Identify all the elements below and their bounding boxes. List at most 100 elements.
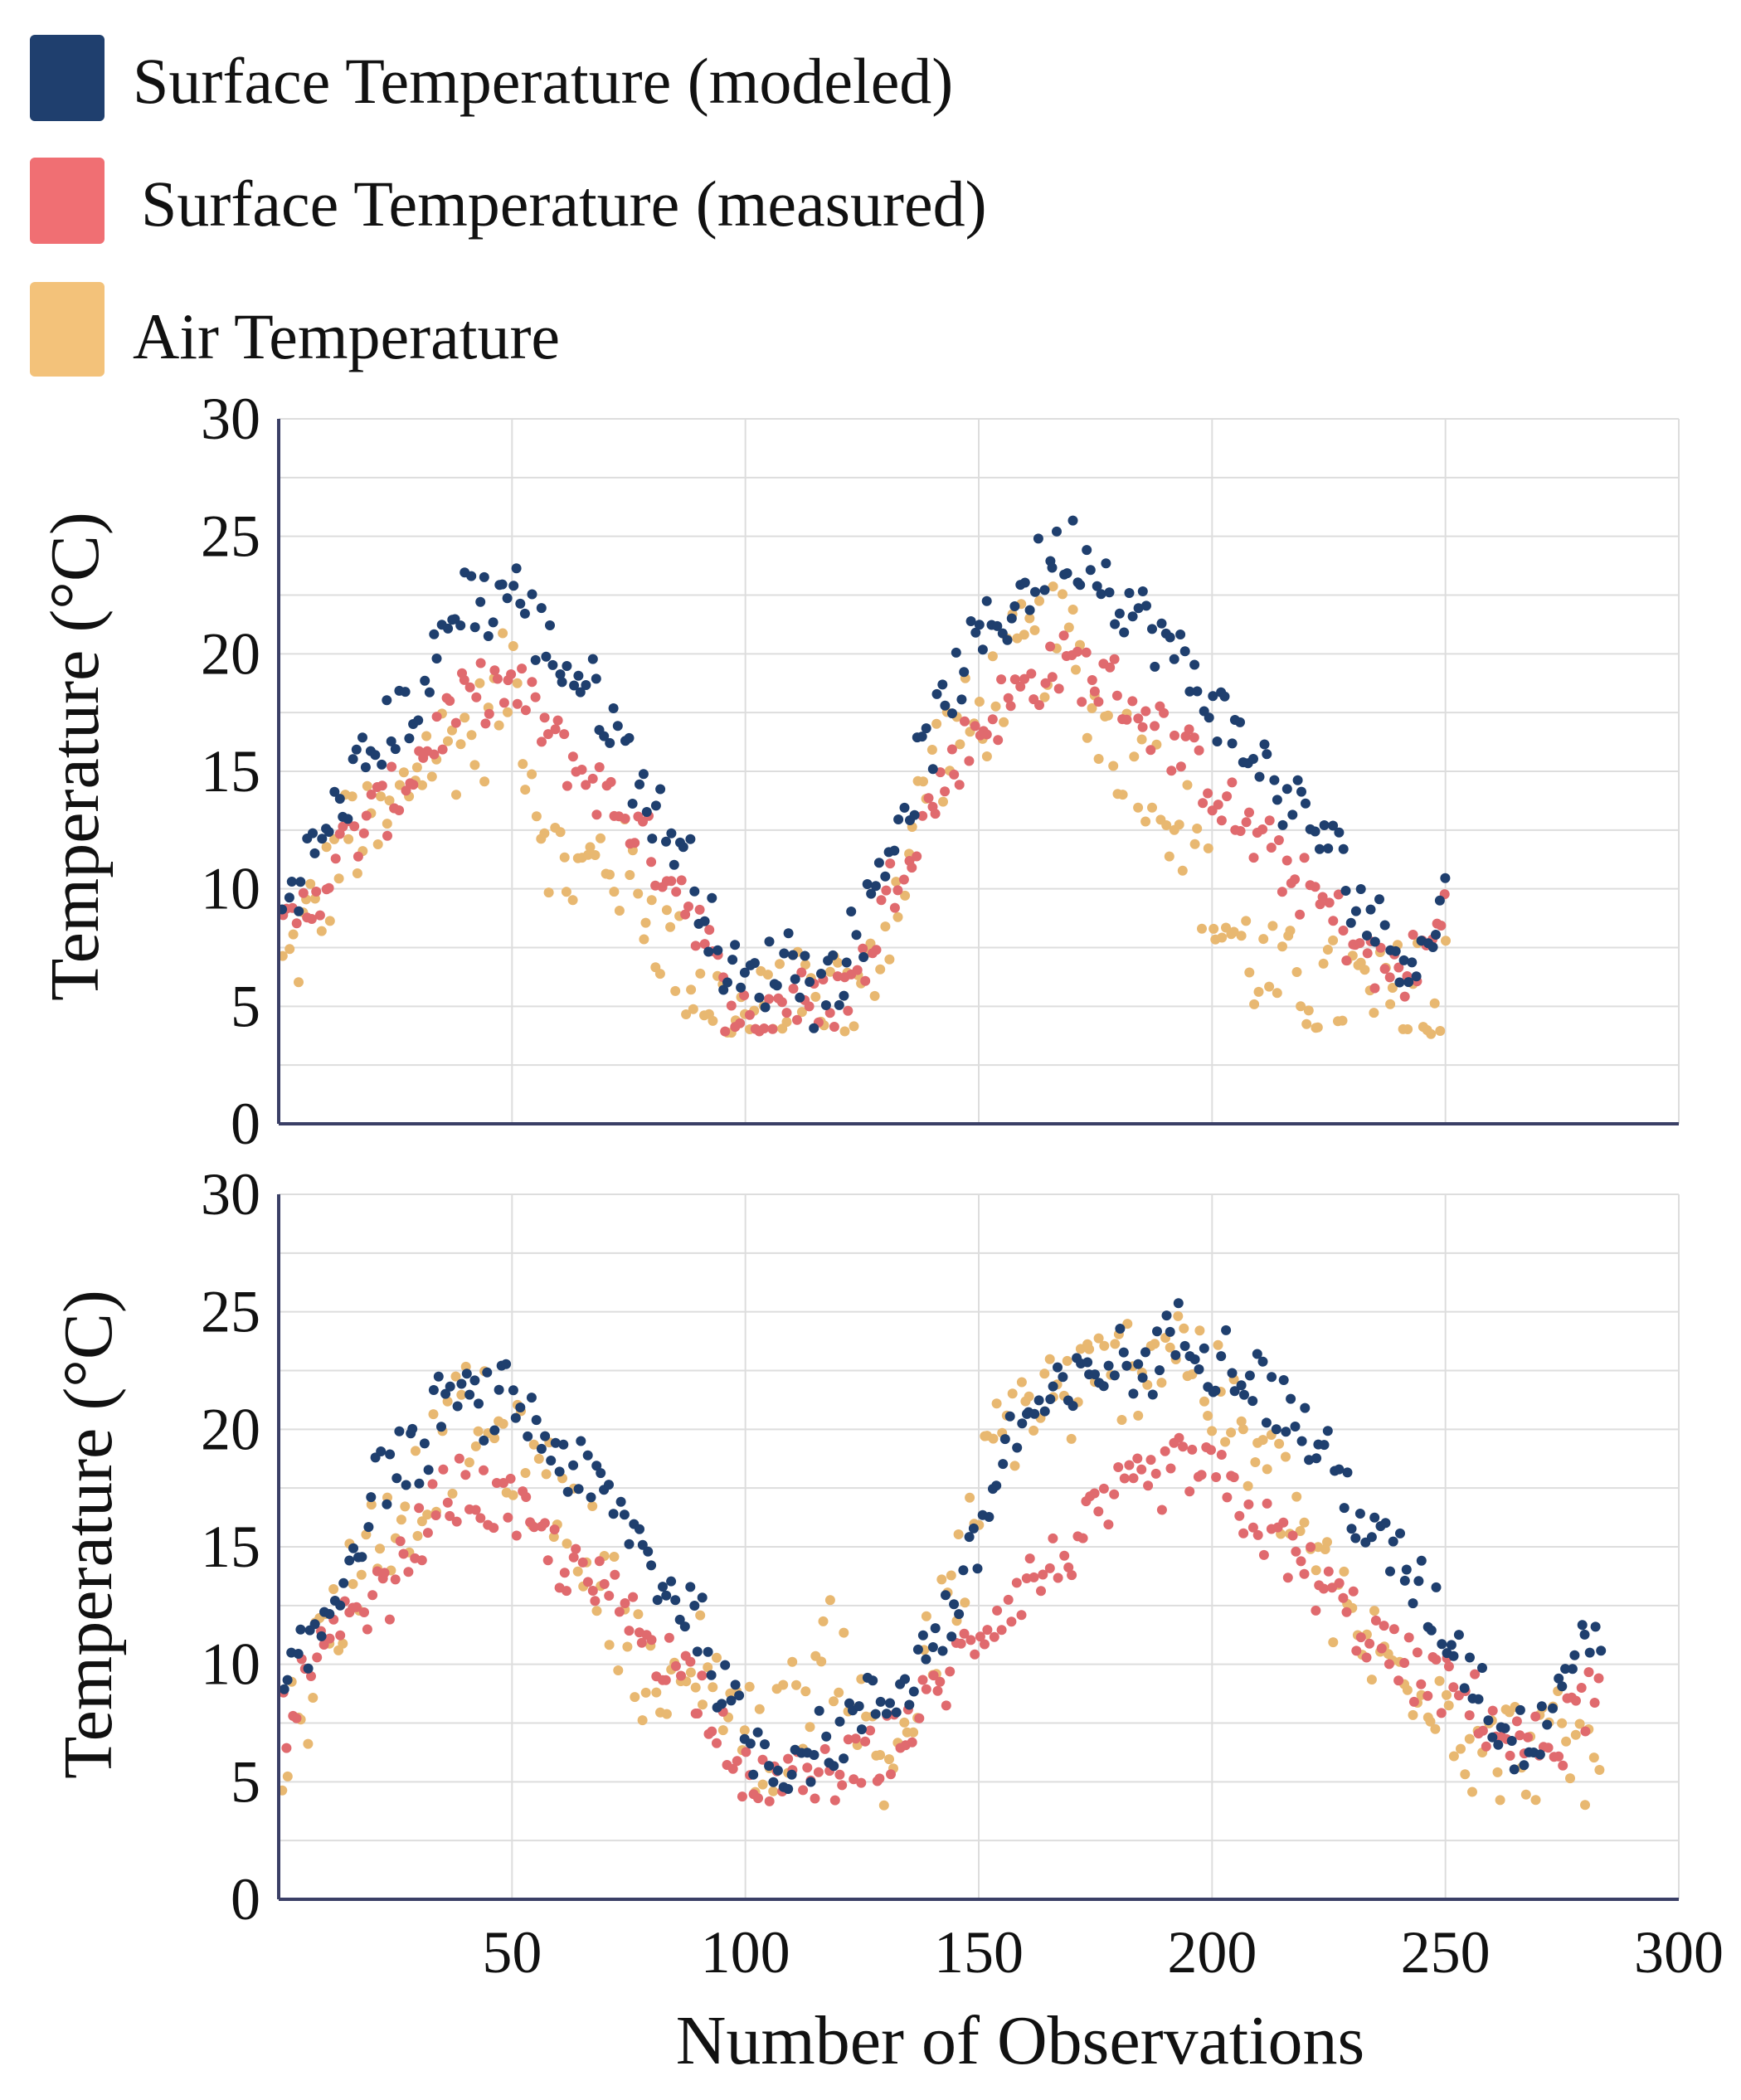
scatter-point-modeled bbox=[576, 1436, 586, 1446]
scatter-point-air bbox=[1179, 1323, 1189, 1334]
scatter-point-modeled bbox=[760, 1739, 770, 1750]
scatter-point-measured bbox=[759, 1023, 770, 1033]
scatter-point-modeled bbox=[1340, 886, 1351, 896]
scatter-point-measured bbox=[945, 1666, 956, 1677]
scatter-point-air bbox=[1312, 1022, 1323, 1033]
scatter-point-modeled bbox=[689, 886, 700, 897]
scatter-point-measured bbox=[550, 724, 561, 735]
scatter-point-air bbox=[303, 1738, 314, 1749]
scatter-point-modeled bbox=[1082, 1357, 1093, 1368]
scatter-point-measured bbox=[1355, 1632, 1366, 1643]
scatter-point-modeled bbox=[736, 982, 746, 993]
scatter-point-air bbox=[1299, 1517, 1310, 1528]
scatter-point-measured bbox=[1019, 673, 1029, 684]
top-y-axis-title: Temperature (°C) bbox=[36, 512, 114, 1001]
scatter-point-modeled bbox=[562, 1486, 573, 1497]
scatter-point-measured bbox=[683, 902, 693, 911]
scatter-point-air bbox=[946, 1570, 956, 1581]
legend-swatch-measured bbox=[30, 158, 105, 244]
series-measured bbox=[278, 1432, 1604, 1806]
scatter-point-modeled bbox=[977, 644, 988, 655]
scatter-point-air bbox=[918, 776, 928, 787]
scatter-point-air bbox=[1328, 935, 1339, 945]
scatter-point-modeled bbox=[1029, 1408, 1040, 1419]
scatter-point-measured bbox=[1222, 1492, 1233, 1503]
scatter-point-modeled bbox=[908, 1686, 919, 1697]
scatter-point-air bbox=[1257, 1435, 1268, 1446]
legend-swatch-air bbox=[30, 282, 105, 377]
scatter-point-modeled bbox=[706, 1670, 717, 1680]
scatter-point-modeled bbox=[419, 1438, 430, 1449]
scatter-point-measured bbox=[1583, 1667, 1594, 1678]
scatter-point-modeled bbox=[764, 936, 775, 947]
scatter-point-measured bbox=[1089, 686, 1100, 697]
scatter-point-air bbox=[591, 1606, 602, 1616]
scatter-point-air bbox=[1164, 851, 1174, 862]
scatter-point-modeled bbox=[669, 859, 679, 870]
scatter-point-modeled bbox=[646, 1560, 657, 1571]
scatter-point-air bbox=[775, 959, 785, 970]
scatter-point-modeled bbox=[1437, 1639, 1447, 1650]
scatter-point-air bbox=[849, 1021, 859, 1032]
scatter-point-air bbox=[708, 1015, 718, 1026]
scatter-point-air bbox=[1328, 1637, 1339, 1648]
scatter-point-modeled bbox=[931, 688, 942, 699]
scatter-point-modeled bbox=[893, 814, 904, 824]
scatter-point-measured bbox=[1443, 1661, 1454, 1672]
scatter-point-modeled bbox=[650, 800, 661, 811]
scatter-point-modeled bbox=[1434, 895, 1445, 906]
scatter-point-measured bbox=[1311, 1605, 1321, 1616]
scatter-point-measured bbox=[530, 692, 541, 702]
scatter-point-measured bbox=[1364, 1638, 1375, 1649]
scatter-point-modeled bbox=[1271, 1424, 1281, 1435]
scatter-point-air bbox=[1272, 988, 1282, 999]
scatter-point-measured bbox=[384, 1614, 395, 1625]
scatter-point-measured bbox=[479, 1465, 489, 1475]
scatter-point-modeled bbox=[452, 1401, 463, 1412]
scatter-point-air bbox=[1303, 1005, 1314, 1016]
scatter-point-measured bbox=[907, 863, 917, 873]
scatter-point-air bbox=[891, 877, 902, 887]
scatter-point-measured bbox=[1369, 983, 1380, 994]
scatter-point-modeled bbox=[1355, 884, 1366, 894]
scatter-point-modeled bbox=[1141, 600, 1151, 611]
scatter-point-modeled bbox=[1354, 1509, 1365, 1519]
scatter-point-modeled bbox=[344, 1555, 355, 1566]
scatter-point-measured bbox=[559, 729, 570, 740]
bottom-scatter-points bbox=[277, 1298, 1607, 1811]
scatter-point-air bbox=[708, 1682, 718, 1693]
scatter-point-measured bbox=[858, 943, 868, 954]
scatter-point-modeled bbox=[502, 593, 513, 604]
scatter-point-air bbox=[1241, 916, 1252, 926]
scatter-point-measured bbox=[954, 780, 965, 790]
scatter-point-measured bbox=[776, 997, 787, 1008]
scatter-point-modeled bbox=[1534, 1749, 1545, 1760]
scatter-point-measured bbox=[1310, 882, 1320, 892]
scatter-point-measured bbox=[1119, 1473, 1130, 1484]
scatter-point-modeled bbox=[972, 1563, 983, 1574]
scatter-point-modeled bbox=[469, 1375, 480, 1386]
scatter-point-modeled bbox=[335, 1600, 346, 1611]
scatter-point-air bbox=[781, 1017, 792, 1028]
scatter-point-modeled bbox=[1431, 930, 1441, 940]
scatter-point-measured bbox=[1121, 714, 1132, 725]
scatter-point-measured bbox=[1403, 1632, 1414, 1643]
scatter-point-modeled bbox=[1500, 1723, 1510, 1733]
scatter-point-measured bbox=[850, 1733, 861, 1744]
scatter-point-measured bbox=[562, 1586, 571, 1597]
scatter-point-air bbox=[1192, 824, 1203, 834]
x-tick-label: 50 bbox=[482, 1919, 542, 1986]
scatter-point-measured bbox=[1016, 1610, 1027, 1621]
scatter-point-air bbox=[834, 1687, 844, 1698]
scatter-point-modeled bbox=[562, 661, 572, 671]
scatter-point-measured bbox=[1194, 745, 1204, 756]
scatter-point-air bbox=[637, 1715, 648, 1726]
scatter-point-measured bbox=[796, 967, 807, 978]
scatter-point-modeled bbox=[858, 952, 869, 962]
legend: Surface Temperature (modeled) Surface Te… bbox=[30, 35, 987, 377]
scatter-point-measured bbox=[810, 1793, 820, 1804]
scatter-point-air bbox=[904, 848, 915, 859]
scatter-point-air bbox=[417, 780, 427, 790]
scatter-point-measured bbox=[451, 1516, 462, 1527]
series-air bbox=[277, 1310, 1605, 1811]
